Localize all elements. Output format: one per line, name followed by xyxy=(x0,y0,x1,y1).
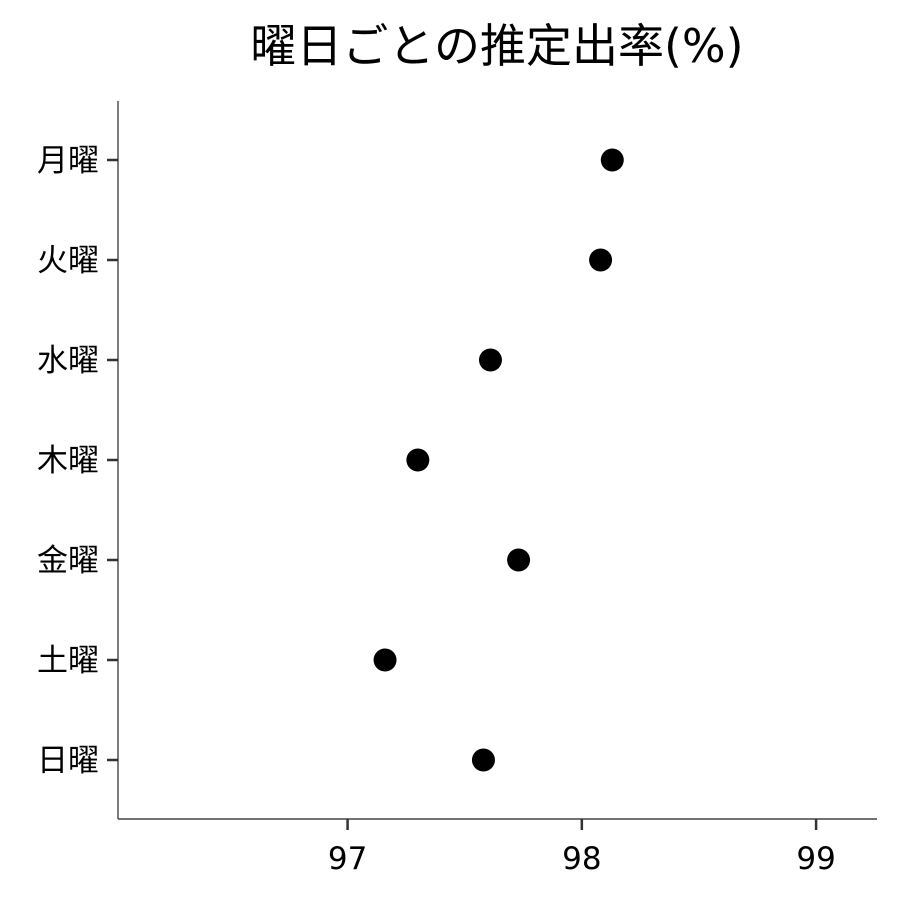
x-axis-ticks: 97 98 99 xyxy=(328,819,836,877)
y-tick-label: 火曜 xyxy=(37,243,99,279)
data-points xyxy=(373,148,624,772)
data-point xyxy=(471,748,495,772)
data-point xyxy=(507,548,531,572)
y-tick-label: 木曜 xyxy=(37,443,99,479)
data-point xyxy=(406,448,430,472)
y-tick-label: 金曜 xyxy=(37,543,99,579)
x-tick-label: 97 xyxy=(328,841,367,877)
y-tick-label: 土曜 xyxy=(37,643,99,679)
data-point xyxy=(373,648,397,672)
y-tick-label: 月曜 xyxy=(37,143,99,179)
x-tick-label: 99 xyxy=(796,841,835,877)
x-tick-label: 98 xyxy=(562,841,601,877)
y-tick-label: 水曜 xyxy=(37,343,99,379)
data-point xyxy=(589,248,613,272)
y-tick-label: 日曜 xyxy=(37,743,99,779)
data-point xyxy=(600,148,624,172)
data-point xyxy=(478,348,502,372)
chart-title: 曜日ごとの推定出率(%) xyxy=(250,19,743,73)
